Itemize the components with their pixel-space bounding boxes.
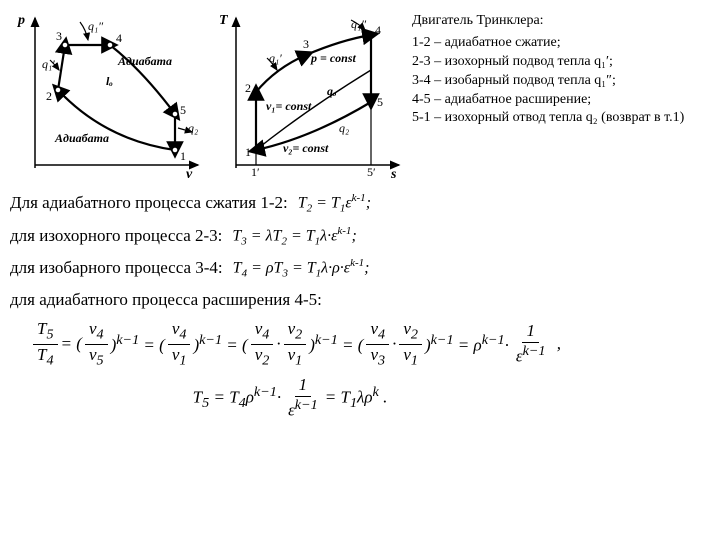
pv-ad1: Адиабата: [117, 54, 172, 68]
pv-diagram: p v 1 2 3 4 5 q₁′ q₁″ q₂ lₒ Адиабата Ади…: [10, 10, 205, 180]
pv-q2: q₂: [188, 121, 198, 135]
pv-ad2: Адиабата: [54, 131, 109, 145]
eq-45: T5T4 = ( v4v5 )k−1 = ( v4v1 )k−1 = ( v4v…: [10, 320, 710, 369]
ts-4: 4: [375, 23, 381, 37]
legend-title: Двигатель Тринклера:: [412, 12, 684, 31]
ts-q1p: q₁′: [269, 51, 282, 65]
ts-diagram: T s 1 1′ 2 3 4 5 5′ q₁′ q₁″ q₂ qₒ p = co…: [211, 10, 406, 180]
pv-lo: lₒ: [106, 74, 113, 88]
ts-1: 1: [245, 145, 251, 159]
eq-45-line2: T5 = T4ρk−1· 1εk−1 = T1λρk .: [10, 376, 550, 420]
ts-3: 3: [303, 37, 309, 51]
legend-item: 4-5 – адиабатное расширение;: [412, 91, 684, 110]
ts-qo: qₒ: [327, 84, 337, 98]
legend-item: 5-1 – изохорный отвод тепла q₂ (возврат …: [412, 109, 684, 128]
ts-v1c: v₁= const: [266, 99, 312, 113]
legend-item: 3-4 – изобарный подвод тепла q₁″;: [412, 72, 684, 91]
ts-5p: 5′: [367, 165, 376, 179]
ts-q2: q₂: [339, 121, 349, 135]
ts-q1pp: q₁″: [351, 17, 367, 31]
pv-q1p: q₁′: [42, 57, 55, 71]
pv-x-label: v: [186, 167, 193, 180]
proc-34-label: для изобарного процесса 3-4:: [10, 258, 223, 278]
ts-5: 5: [377, 95, 383, 109]
ts-x-label: s: [390, 167, 397, 180]
ts-2: 2: [245, 81, 251, 95]
pt-2: 2: [46, 89, 52, 103]
ts-y-label: T: [219, 13, 229, 28]
pt-5: 5: [180, 103, 186, 117]
pv-y-label: p: [17, 13, 25, 28]
ts-1p: 1′: [251, 165, 260, 179]
ts-v2c: v₂= const: [283, 141, 329, 155]
proc-23-label: для изохорного процесса 2-3:: [10, 226, 222, 246]
pt-1: 1: [180, 149, 186, 163]
legend: Двигатель Тринклера: 1-2 – адиабатное сж…: [412, 10, 684, 128]
ts-pconst: p = const: [310, 51, 357, 65]
pv-q1pp: q₁″: [88, 19, 104, 33]
proc-45-label: для адиабатного процесса расширения 4-5:: [10, 290, 322, 310]
pt-4: 4: [116, 31, 122, 45]
legend-item: 1-2 – адиабатное сжатие;: [412, 34, 684, 53]
proc-12-label: Для адиабатного процесса сжатия 1-2:: [10, 193, 288, 213]
pt-3: 3: [56, 29, 62, 43]
legend-item: 2-3 – изохорный подвод тепла q₁′;: [412, 53, 684, 72]
